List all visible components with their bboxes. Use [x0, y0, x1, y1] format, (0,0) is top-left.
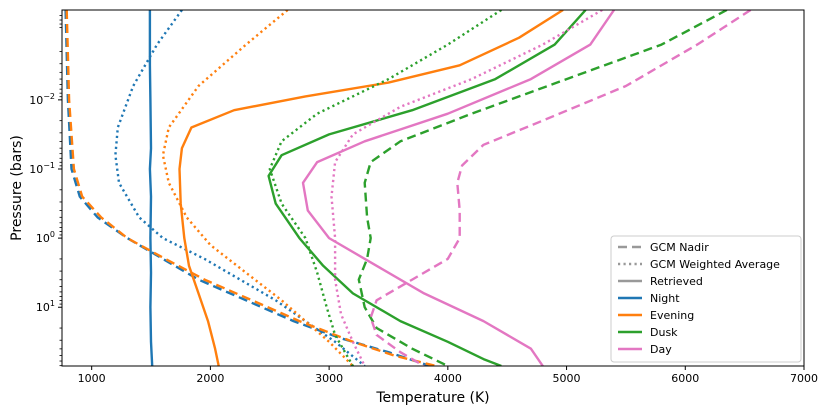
legend-label-gcm-weighted-average: GCM Weighted Average — [650, 258, 780, 271]
x-tick-label: 4000 — [434, 372, 462, 385]
x-tick-label: 2000 — [196, 372, 224, 385]
y-tick-label: 10−1 — [29, 161, 55, 176]
legend-label-night: Night — [650, 292, 680, 305]
series-day-solid — [301, 10, 615, 366]
x-tick-label: 5000 — [553, 372, 581, 385]
series-evening-dashed — [65, 10, 437, 366]
series-dusk-dashed — [357, 10, 728, 366]
legend-label-retrieved: Retrieved — [650, 275, 703, 288]
legend-label-day: Day — [650, 343, 672, 356]
x-tick-label: 7000 — [790, 372, 818, 385]
series-evening-solid — [178, 10, 564, 366]
series-layer — [64, 10, 752, 366]
series-dusk-solid — [267, 10, 587, 366]
legend-label-dusk: Dusk — [650, 326, 678, 339]
series-night-solid — [148, 10, 154, 366]
series-night-dashed — [64, 10, 431, 366]
x-axis: 1000 2000 3000 4000 5000 6000 7000 — [78, 366, 818, 385]
series-day-dashed — [369, 10, 752, 366]
series-night-dotted — [114, 10, 366, 366]
y-tick-label: 10−2 — [29, 92, 55, 107]
x-axis-label: Temperature (K) — [375, 390, 489, 406]
x-tick-label: 3000 — [315, 372, 343, 385]
legend-label-gcm-nadir: GCM Nadir — [650, 241, 709, 254]
y-tick-label: 101 — [36, 299, 55, 314]
x-tick-label: 6000 — [671, 372, 699, 385]
legend-label-evening: Evening — [650, 309, 694, 322]
legend: GCM Nadir GCM Weighted Average Retrieved Ni… — [610, 235, 802, 363]
y-axis: 10−2 10−1 100 101 — [29, 15, 62, 367]
y-tick-label: 100 — [36, 230, 55, 245]
x-tick-label: 1000 — [78, 372, 106, 385]
plot-frame — [61, 9, 805, 367]
legend-box — [610, 235, 802, 363]
y-axis-label: Pressure (bars) — [9, 135, 25, 241]
series-evening-dotted — [161, 10, 354, 366]
